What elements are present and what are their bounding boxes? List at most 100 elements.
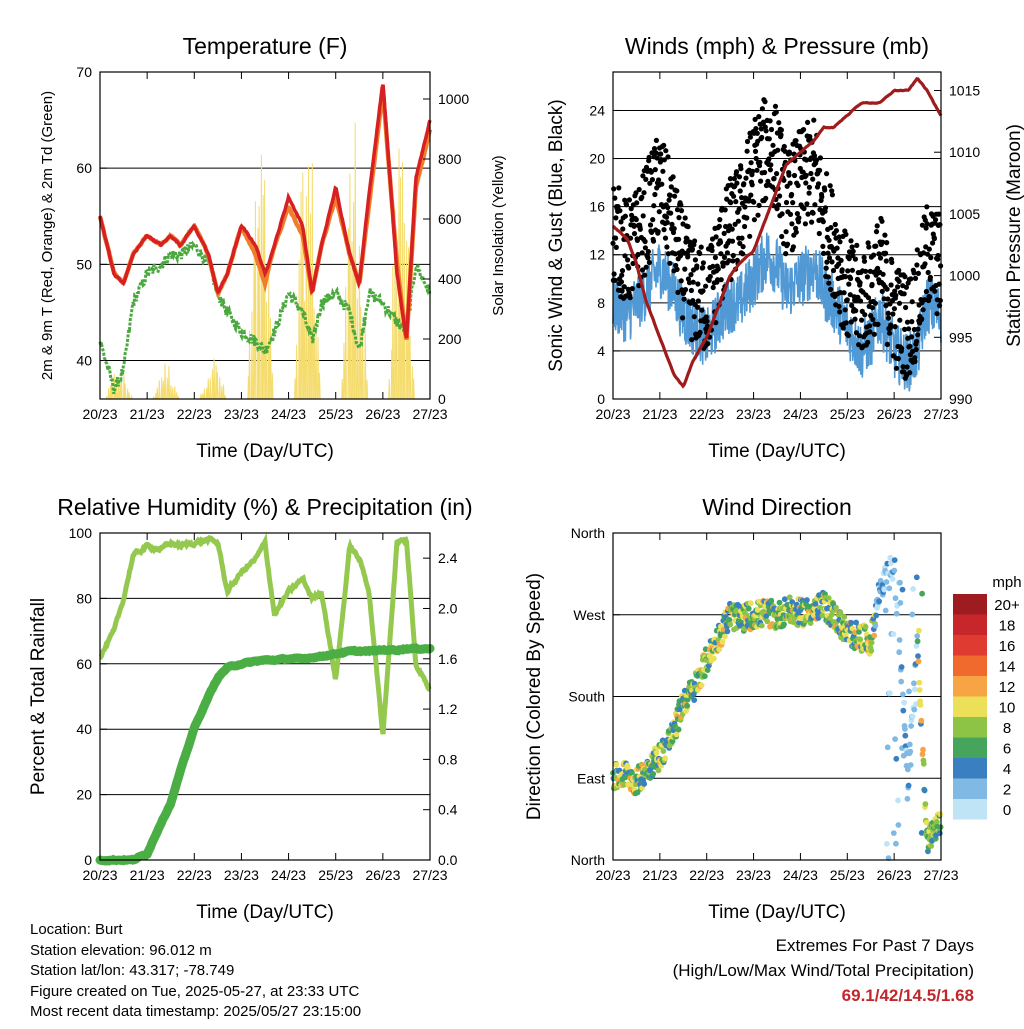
- direction-point: [871, 632, 878, 639]
- legend-swatch: [953, 717, 987, 738]
- gust-point: [857, 280, 863, 286]
- gust-point: [897, 317, 903, 323]
- direction-point: [891, 557, 898, 563]
- gust-point: [732, 221, 738, 227]
- gust-point: [737, 240, 743, 246]
- direction-point: [911, 680, 917, 687]
- gust-point: [762, 99, 768, 105]
- gust-point: [883, 303, 889, 309]
- gust-point: [786, 172, 792, 178]
- gust-point: [781, 143, 787, 150]
- gust-point: [794, 211, 801, 217]
- gust-point: [862, 312, 868, 318]
- y-tick-label: 40: [76, 721, 92, 737]
- gust-point: [867, 323, 873, 329]
- gust-point: [685, 254, 691, 260]
- gust-point: [684, 236, 690, 242]
- direction-point: [691, 697, 698, 703]
- gust-point: [724, 250, 731, 256]
- direction-point: [916, 679, 923, 686]
- gust-point: [879, 288, 885, 294]
- y-tick-label: 100: [69, 525, 93, 541]
- gust-point: [668, 210, 674, 216]
- gust-point: [832, 221, 838, 228]
- direction-point: [923, 819, 930, 826]
- direction-point: [812, 601, 819, 607]
- direction-point: [662, 755, 668, 762]
- gust-point: [857, 298, 864, 304]
- gust-point: [697, 250, 703, 257]
- gust-point: [789, 221, 795, 227]
- gust-point: [923, 225, 929, 231]
- gust-point: [656, 209, 662, 215]
- x-tick-label: 25/23: [830, 867, 865, 883]
- gust-point: [611, 271, 617, 277]
- gust-point: [639, 194, 645, 200]
- gust-point: [682, 266, 688, 272]
- direction-point: [684, 702, 691, 709]
- gust-point: [885, 296, 891, 302]
- gust-point: [674, 266, 680, 272]
- gust-point: [765, 178, 771, 184]
- gust-point: [828, 286, 834, 292]
- gust-point: [652, 167, 658, 173]
- gust-point: [822, 187, 828, 193]
- gust-point: [869, 305, 876, 311]
- x-axis-label: Time (Day/UTC): [708, 441, 846, 462]
- gust-point: [626, 265, 632, 271]
- gust-point: [927, 294, 933, 300]
- gust-point: [744, 138, 751, 145]
- direction-point: [669, 738, 676, 745]
- gust-point: [771, 175, 777, 182]
- direction-point: [701, 673, 708, 680]
- gust-point: [613, 244, 619, 250]
- gust-point: [612, 277, 618, 283]
- direction-point: [853, 619, 859, 626]
- gust-point: [846, 281, 852, 287]
- gust-point: [787, 150, 793, 156]
- legend-label: 16: [999, 638, 1016, 655]
- x-tick-label: 22/23: [689, 406, 724, 422]
- gust-point: [617, 208, 623, 214]
- x-tick-label: 23/23: [224, 867, 259, 883]
- gust-point: [809, 219, 815, 225]
- gust-point: [620, 226, 626, 232]
- legend-swatch: [953, 635, 987, 656]
- legend-label: 18: [999, 618, 1016, 635]
- gust-point: [639, 250, 645, 256]
- y-axis-label: 2m & 9m T (Red, Orange) & 2m Td (Green): [39, 91, 56, 380]
- gust-point: [836, 303, 842, 309]
- gust-point: [819, 194, 825, 200]
- direction-point: [902, 726, 908, 732]
- gust-point: [896, 278, 902, 284]
- winds-pressure-panel: Winds (mph) & Pressure (mb) 0 4 8 12 16 20 24 20…: [546, 33, 1024, 462]
- gust-point: [785, 241, 791, 247]
- direction-point: [825, 595, 832, 601]
- gust-point: [718, 251, 724, 257]
- gust-point: [730, 258, 736, 264]
- direction-point: [900, 691, 906, 698]
- gust-point: [700, 260, 707, 266]
- direction-point: [884, 840, 890, 847]
- gust-point: [829, 188, 835, 194]
- gust-point: [779, 233, 785, 240]
- gust-point: [808, 170, 814, 177]
- gust-point: [630, 260, 636, 267]
- legend-label: 14: [999, 659, 1016, 676]
- x-tick-label: 23/23: [224, 406, 259, 422]
- gust-point: [908, 276, 914, 282]
- gust-point: [912, 355, 918, 361]
- gust-point: [822, 205, 829, 211]
- gust-point: [715, 266, 721, 272]
- series-temp-2m: [98, 84, 432, 339]
- x-tick-label: 20/23: [595, 406, 630, 422]
- direction-point: [913, 701, 919, 707]
- gust-point: [820, 219, 826, 225]
- direction-point: [660, 748, 667, 754]
- gust-point: [825, 250, 831, 256]
- gust-point: [893, 365, 900, 371]
- gust-point: [772, 103, 779, 109]
- direction-point: [722, 633, 728, 640]
- y-tick-label-right: 1.6: [438, 651, 458, 667]
